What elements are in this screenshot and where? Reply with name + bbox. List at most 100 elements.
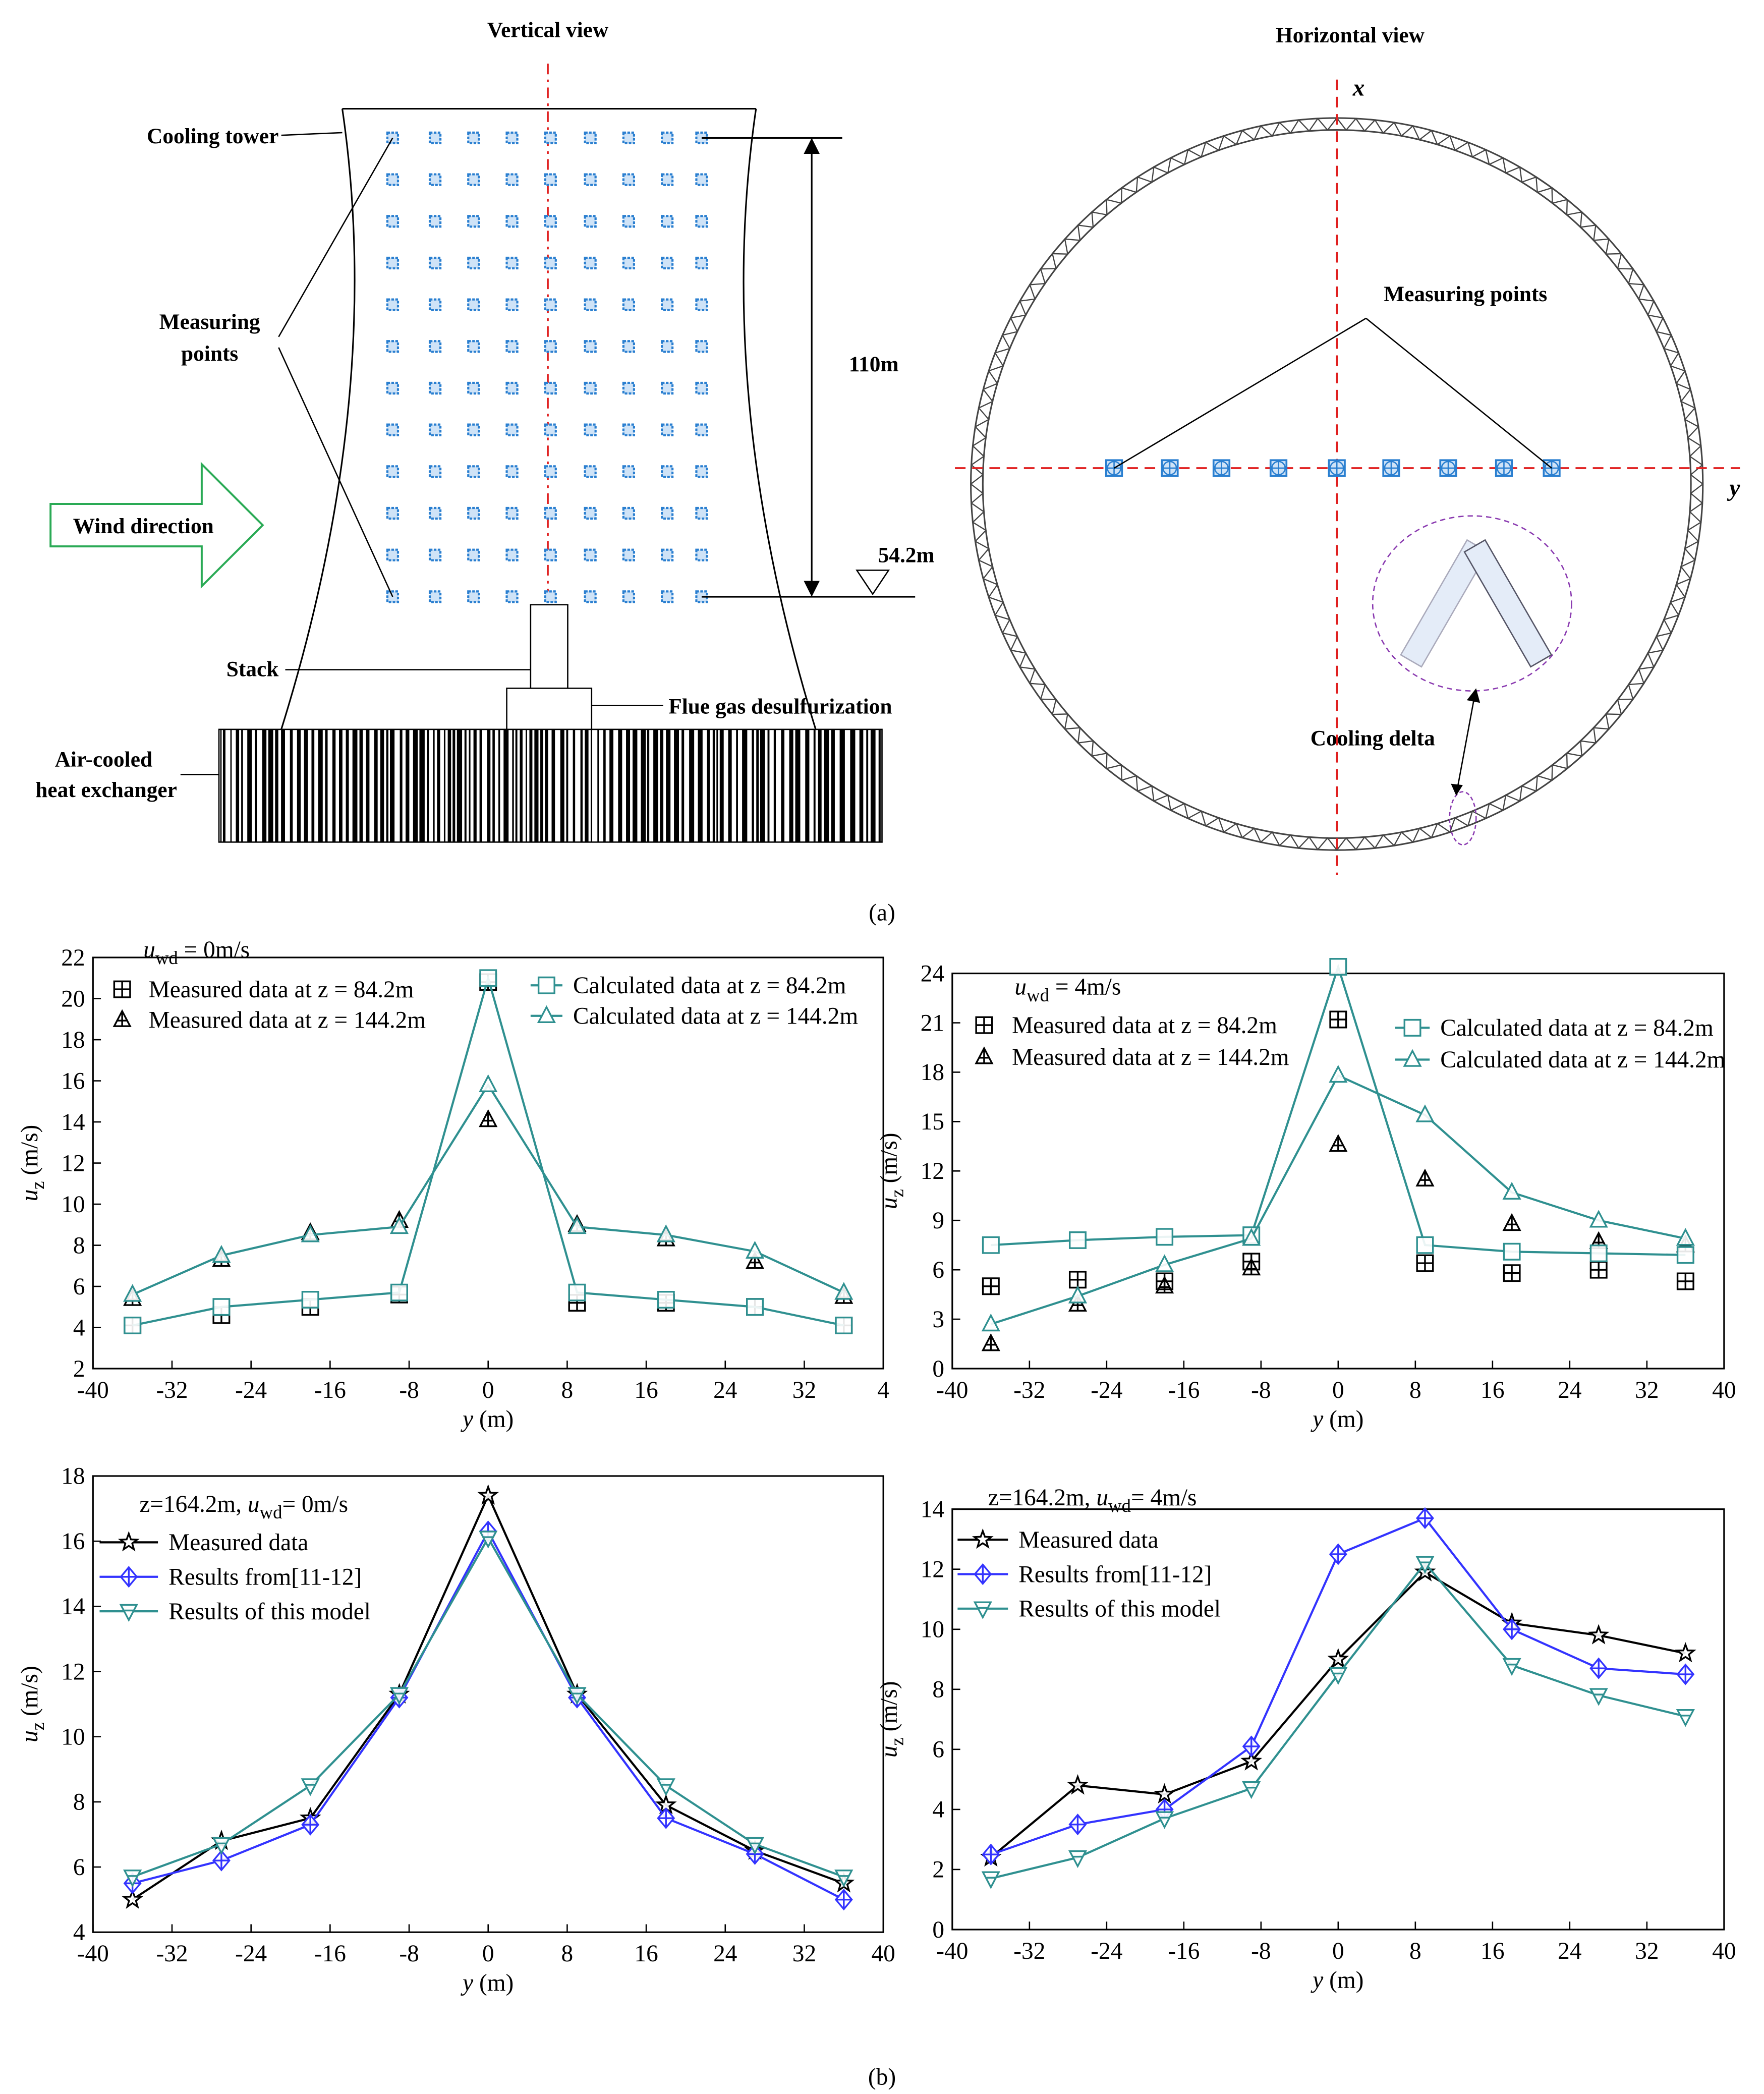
measuring-point [584, 590, 597, 603]
measuring-point [467, 423, 480, 436]
annotation-post: = 0m/s [178, 937, 250, 963]
hx-label: Air-cooled [55, 747, 152, 771]
measuring-point [661, 465, 674, 478]
legend-label: Measured data [168, 1530, 308, 1556]
measuring-point [695, 465, 708, 478]
legend-label: Measured data at z = 84.2m [149, 977, 414, 1003]
hx-stripe [719, 729, 724, 842]
x-tick-label: 8 [561, 1377, 574, 1403]
data-point [835, 1316, 853, 1334]
measuring-point [661, 381, 674, 395]
hx-stripe [290, 729, 293, 842]
vertical-view: Vertical view 110m 54.2m Wind direction … [35, 18, 935, 843]
x-tick-label: -24 [1091, 1938, 1122, 1964]
measuring-point [584, 131, 597, 145]
measuring-point-cross [1213, 460, 1230, 476]
x-label-symbol: y [1311, 1406, 1324, 1433]
measuring-point [386, 215, 400, 228]
series-line [132, 1493, 844, 1901]
measuring-point [505, 548, 519, 561]
hx-stripe [698, 729, 703, 842]
hx-stripe [346, 729, 349, 842]
annotation: uwd = 0m/s [143, 937, 250, 968]
data-point [212, 1837, 231, 1855]
y-tick-label: 12 [921, 1556, 944, 1582]
x-tick-label: 8 [1409, 1938, 1421, 1964]
hx-stripe [262, 729, 267, 842]
tower-ring [970, 117, 1704, 852]
measuring-point-ring [1271, 461, 1286, 476]
series-line [991, 963, 1686, 1256]
hx-stripe [878, 729, 881, 842]
measuring-point [661, 215, 674, 228]
measuring-point [505, 340, 519, 353]
data-point [745, 1837, 765, 1855]
data-point [301, 1224, 320, 1242]
delta-label: Cooling delta [1311, 726, 1435, 750]
y-axis-label: uz (m/s) [17, 1666, 48, 1742]
data-point [1329, 958, 1347, 976]
wind-label: Wind direction [73, 514, 214, 538]
measuring-point [544, 381, 557, 395]
x-tick-label: 40 [1712, 1377, 1736, 1403]
data-point [982, 1843, 1000, 1865]
title: Vertical view [487, 18, 609, 42]
x-axis-label: y (m) [1311, 1406, 1363, 1433]
y-label-sub: z [887, 1737, 907, 1745]
x-tick-label: -24 [1091, 1377, 1122, 1403]
data-point [1329, 1543, 1347, 1565]
hx-stripe [374, 729, 378, 842]
x-tick-label: 8 [561, 1941, 574, 1967]
data-point [981, 1313, 1000, 1332]
y-tick-label: 24 [921, 960, 944, 987]
y-tick-label: 9 [932, 1208, 944, 1234]
x-axis-label: y (m) [461, 1406, 514, 1433]
measuring-point [661, 298, 674, 311]
measuring-point [467, 506, 480, 520]
data-point [1329, 1064, 1348, 1083]
hx-stripe [660, 729, 664, 842]
legend-label: Calculated data at z = 84.2m [573, 973, 846, 999]
measuring-point-ring [1329, 461, 1344, 476]
hx-stripe [487, 729, 491, 842]
measuring-point-cross [1496, 460, 1512, 476]
measuring-point [544, 131, 557, 145]
hx-stripe [795, 729, 801, 842]
hx-stripe [520, 729, 523, 842]
measuring-point [428, 590, 442, 603]
hx-stripe [222, 729, 225, 842]
tower-label: Cooling tower [147, 124, 278, 148]
data-point [212, 1244, 231, 1263]
measuring-point [467, 590, 480, 603]
hx-stripe [534, 729, 539, 842]
measuring-point [544, 215, 557, 228]
measuring-point [622, 298, 636, 311]
y-axis-label: uz (m/s) [876, 1133, 907, 1209]
annotation-post: = 4m/s [1049, 974, 1121, 1000]
y-tick-label: 6 [73, 1274, 85, 1300]
x-tick-label: 32 [1635, 1377, 1659, 1403]
measuring-point [505, 381, 519, 395]
data-point [1329, 1134, 1348, 1152]
measuring-point [505, 506, 519, 520]
x-tick-label: 0 [482, 1377, 494, 1403]
data-point [1676, 1663, 1695, 1685]
annotation-symbol: u [1096, 1485, 1108, 1511]
annotation-symbol: u [248, 1491, 260, 1517]
x-tick-label: -16 [1168, 1938, 1200, 1964]
hx-stripe [515, 729, 518, 842]
x-label-unit: (m) [473, 1970, 514, 1996]
stack-label: Stack [226, 657, 279, 682]
data-point [301, 1291, 319, 1309]
data-point [1674, 1642, 1696, 1663]
data-point [301, 1814, 320, 1836]
y-label-sub: z [887, 1189, 907, 1197]
measuring-point [584, 215, 597, 228]
annotation: z=164.2m, uwd= 0m/s [139, 1491, 348, 1522]
measuring-point-ring [1544, 461, 1559, 476]
measuring-point [661, 506, 674, 520]
level-symbol [856, 570, 890, 596]
hx-stripe [666, 729, 671, 842]
data-point [124, 1316, 142, 1334]
y-tick-label: 22 [61, 945, 85, 971]
